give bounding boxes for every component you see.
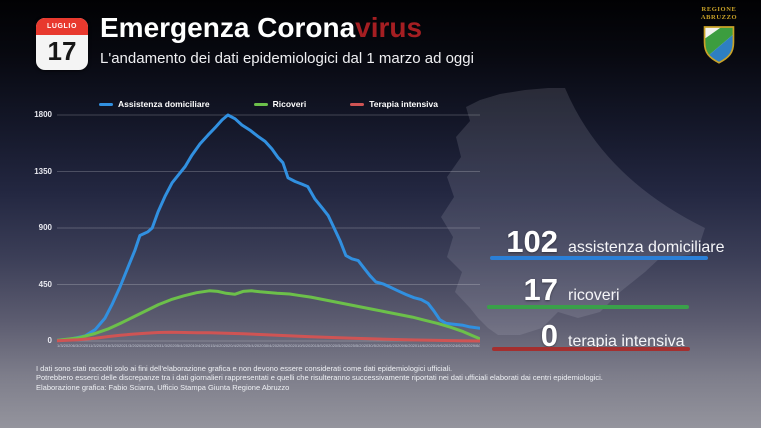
logo-text-line2: ABRUZZO — [700, 13, 738, 21]
x-tick-10: 20/4/2020 — [228, 343, 246, 348]
y-tick-450: 450 — [38, 279, 52, 289]
x-tick-4: 21/3/2020 — [123, 343, 142, 348]
stat-label-assistenza: assistenza domiciliare — [568, 239, 725, 256]
x-axis-labels: 1/3/2020 6/3/2020 11/3/2020 16/3/2020 21/3/2… — [57, 343, 480, 348]
stat-underline-ricoveri — [487, 305, 689, 309]
x-tick-6: 31/3/2020 — [159, 343, 177, 348]
y-axis-labels: 0 450 900 1350 1800 — [26, 110, 54, 345]
x-tick-12: 30/4/2020 — [263, 343, 282, 348]
title-red-part: virus — [355, 12, 423, 43]
legend-item-0: Assistenza domiciliare — [98, 99, 210, 109]
x-tick-24: 29/6/2020 — [470, 343, 480, 348]
x-tick-1: 6/3/2020 — [72, 343, 89, 348]
x-tick-0: 1/3/2020 — [57, 343, 73, 348]
stat-underline-terapia — [492, 347, 690, 351]
stat-row-terapia-intensiva: 0 terapia intensiva — [487, 318, 685, 354]
series-line-2 — [57, 330, 480, 343]
disclaimer-line-2: Potrebbero esserci delle discrepanze tra… — [36, 373, 603, 383]
legend-item-1: Ricoveri — [253, 99, 307, 109]
stat-value-terapia: 0 — [540, 318, 558, 353]
x-tick-19: 4/6/2020 — [385, 343, 402, 348]
page-subtitle: L'andamento dei dati epidemiologici dal … — [100, 50, 474, 67]
stat-row-ricoveri: 17 ricoveri — [487, 272, 620, 308]
calendar-icon: LUGLIO 17 — [36, 18, 88, 70]
logo-text-line1: REGIONE — [701, 6, 737, 13]
x-tick-5: 26/3/2020 — [141, 343, 160, 348]
abruzzo-shield-icon — [703, 26, 735, 64]
legend-label: Assistenza domiciliare — [117, 99, 210, 109]
calendar-month: LUGLIO — [36, 18, 88, 35]
x-tick-11: 25/4/2020 — [245, 343, 264, 348]
x-tick-8: 10/4/2020 — [192, 343, 211, 348]
y-tick-1350: 1350 — [34, 166, 52, 176]
y-tick-0: 0 — [47, 336, 52, 345]
x-tick-9: 15/4/2020 — [210, 343, 229, 348]
stat-value-ricoveri: 17 — [523, 272, 558, 307]
x-tick-14: 10/5/2020 — [296, 343, 315, 348]
x-tick-3: 16/3/2020 — [105, 343, 124, 348]
regione-abruzzo-logo: REGIONE ABRUZZO — [690, 6, 748, 70]
disclaimer: I dati sono stati raccolti solo ai fini … — [36, 364, 746, 392]
series-line-0 — [57, 113, 480, 342]
legend-label: Terapia intensiva — [369, 99, 439, 109]
legend-label: Ricoveri — [272, 99, 307, 109]
disclaimer-line-1: I dati sono stati raccolti solo ai fini … — [36, 364, 453, 373]
stat-row-assistenza-domiciliare: 102 assistenza domiciliare — [487, 224, 725, 260]
y-tick-900: 900 — [38, 223, 52, 232]
disclaimer-line-3: Elaborazione grafica: Fabio Sciarra, Uff… — [36, 382, 290, 392]
x-tick-22: 19/6/2020 — [434, 343, 453, 348]
x-tick-7: 5/4/2020 — [176, 343, 193, 348]
legend-item-2: Terapia intensiva — [350, 99, 438, 109]
stat-underline-assistenza — [490, 256, 708, 260]
x-tick-23: 24/6/2020 — [452, 343, 471, 348]
x-tick-2: 11/3/2020 — [88, 343, 106, 348]
stat-label-terapia: terapia intensiva — [568, 333, 685, 350]
title-white-part: Emergenza Corona — [100, 12, 356, 43]
x-tick-16: 20/5/2020 — [332, 343, 351, 348]
x-tick-18: 30/5/2020 — [368, 343, 386, 348]
series-line-1 — [57, 289, 480, 342]
calendar-day: 17 — [47, 36, 77, 66]
x-tick-15: 15/5/2020 — [314, 343, 333, 348]
stat-label-ricoveri: ricoveri — [568, 287, 620, 304]
legend-dash-icon — [98, 102, 113, 106]
stat-value-assistenza: 102 — [506, 224, 558, 259]
legend-dash-icon — [350, 102, 365, 106]
chart-plot — [57, 113, 480, 343]
x-tick-20: 9/6/2020 — [401, 343, 418, 348]
page-title: Emergenza Coronavirus — [100, 12, 474, 44]
title-block: Emergenza Coronavirus L'andamento dei da… — [100, 12, 474, 67]
y-tick-1800: 1800 — [34, 110, 52, 119]
x-tick-13: 5/5/2020 — [281, 343, 297, 348]
abruzzo-map-silhouette — [441, 88, 705, 335]
legend-dash-icon — [253, 102, 268, 106]
chart-legend: Assistenza domiciliare Ricoveri Terapia in… — [57, 99, 480, 109]
x-tick-21: 14/6/2020 — [417, 343, 435, 348]
x-tick-17: 25/5/2020 — [350, 343, 369, 348]
